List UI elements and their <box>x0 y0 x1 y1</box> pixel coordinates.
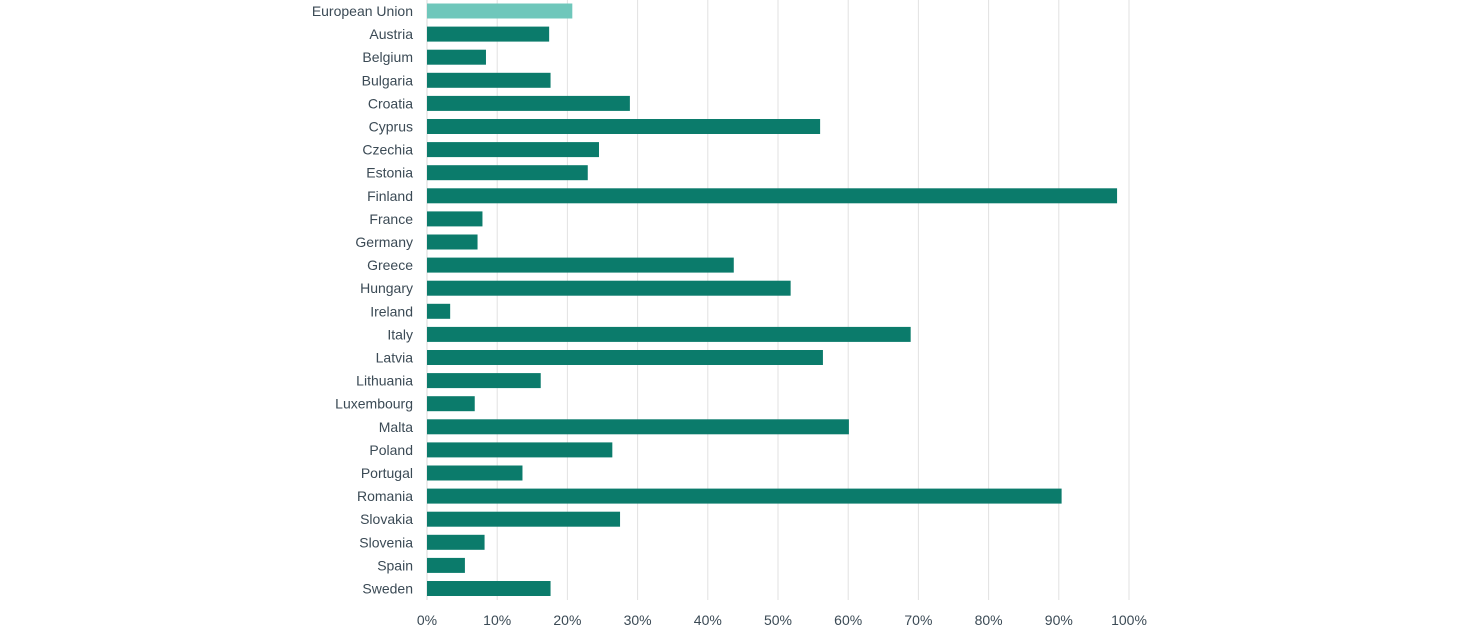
x-tick-label: 30% <box>624 612 652 628</box>
bar-sweden <box>427 581 551 596</box>
category-label: Spain <box>377 557 413 573</box>
x-tick-label: 100% <box>1111 612 1147 628</box>
bar-european-union <box>427 3 573 19</box>
category-label: Malta <box>379 419 413 435</box>
category-label: Romania <box>357 488 413 504</box>
category-label: Cyprus <box>369 119 413 135</box>
bar-malta <box>427 419 849 435</box>
category-label: Luxembourg <box>335 396 413 412</box>
category-label: Ireland <box>370 303 413 319</box>
category-label: Portugal <box>361 465 413 481</box>
category-label: Belgium <box>362 49 413 65</box>
category-label: Bulgaria <box>362 72 414 88</box>
x-tick-label: 0% <box>417 612 437 628</box>
bar-belgium <box>427 49 486 65</box>
bar-lithuania <box>427 373 541 389</box>
category-label: Estonia <box>366 165 413 181</box>
category-label: Finland <box>367 188 413 204</box>
bar-hungary <box>427 280 791 296</box>
bar-finland <box>427 188 1118 204</box>
x-tick-label: 20% <box>553 612 581 628</box>
bar-germany <box>427 234 478 250</box>
bar-france <box>427 211 483 227</box>
bar-greece <box>427 257 734 273</box>
x-tick-label: 10% <box>483 612 511 628</box>
x-tick-label: 60% <box>834 612 862 628</box>
bar-austria <box>427 26 550 42</box>
bar-cyprus <box>427 119 821 134</box>
x-tick-label: 40% <box>694 612 722 628</box>
x-axis-tick-labels: 0% 10% 20% 30% 40% 50% 60% 70% 80% 90% 100% <box>417 612 1147 628</box>
category-label: Slovenia <box>359 534 413 550</box>
bar-estonia <box>427 165 588 181</box>
category-label: Sweden <box>362 581 413 597</box>
category-label: Austria <box>369 26 413 42</box>
category-labels: European Union Austria Belgium Bulgaria Croa… <box>312 3 413 597</box>
bar-ireland <box>427 303 451 319</box>
x-tick-label: 90% <box>1045 612 1073 628</box>
bar-poland <box>427 442 613 458</box>
category-label: Lithuania <box>356 373 413 389</box>
category-label: Latvia <box>376 350 414 366</box>
bar-bulgaria <box>427 72 551 88</box>
bars <box>427 3 1118 596</box>
category-label: Germany <box>355 234 413 250</box>
category-label: Poland <box>369 442 413 458</box>
bar-croatia <box>427 95 630 111</box>
x-tick-label: 70% <box>904 612 932 628</box>
category-label: Croatia <box>368 95 413 111</box>
bar-czechia <box>427 142 599 158</box>
category-label: Hungary <box>360 280 413 296</box>
category-label: Slovakia <box>360 511 413 527</box>
category-label: Czechia <box>362 142 413 158</box>
bar-spain <box>427 557 465 573</box>
category-label: Italy <box>387 326 413 342</box>
x-tick-label: 80% <box>975 612 1003 628</box>
bar-slovakia <box>427 511 621 527</box>
x-tick-label: 50% <box>764 612 792 628</box>
category-label: Greece <box>367 257 413 273</box>
bar-slovenia <box>427 534 485 550</box>
bar-latvia <box>427 350 823 365</box>
category-label: European Union <box>312 3 413 19</box>
bar-romania <box>427 488 1062 504</box>
bar-luxembourg <box>427 396 475 412</box>
gridlines <box>426 0 1130 600</box>
category-label: France <box>369 211 413 227</box>
bar-italy <box>427 326 911 342</box>
bar-portugal <box>427 465 523 481</box>
